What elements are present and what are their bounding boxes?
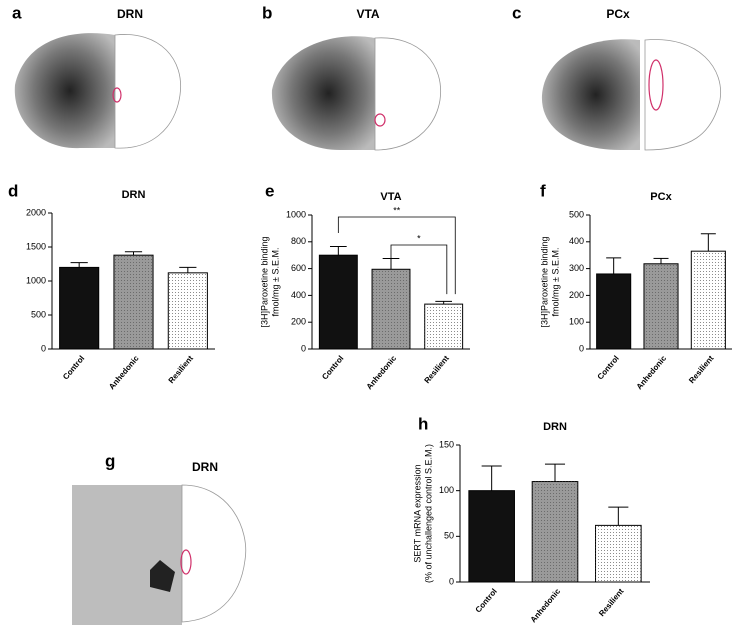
panel-letter: f	[540, 181, 546, 200]
x-tick-label: Control	[474, 587, 499, 615]
y-tick-label: 2000	[26, 207, 46, 217]
y-tick-label: 0	[301, 343, 306, 353]
panel-letter: d	[8, 181, 18, 200]
bar	[113, 254, 154, 350]
y-axis-label: (% of unchallenged control S.E.M.)	[423, 444, 433, 583]
y-tick-label: 300	[569, 263, 584, 273]
y-tick-label: 200	[291, 317, 306, 327]
significance-bracket	[390, 244, 448, 295]
bar	[318, 254, 358, 350]
chart-title: PCx	[650, 191, 672, 203]
panel-title: VTA	[356, 7, 379, 21]
x-tick-label: Resilient	[422, 354, 451, 386]
panel-title: DRN	[192, 460, 218, 474]
x-tick-label: Control	[61, 354, 86, 382]
y-tick-label: 100	[569, 317, 584, 327]
panel-letter: b	[262, 3, 272, 22]
chart-title: VTA	[380, 191, 401, 203]
significance-label: **	[393, 205, 401, 215]
x-tick-label: Resilient	[597, 587, 626, 619]
y-tick-label: 0	[449, 576, 454, 586]
panel-title: DRN	[117, 7, 143, 21]
y-tick-label: 400	[569, 236, 584, 246]
y-tick-label: 1000	[286, 209, 306, 219]
significance-label: *	[417, 233, 421, 243]
bar	[690, 250, 726, 350]
y-tick-label: 150	[439, 439, 454, 449]
y-tick-label: 0	[41, 343, 46, 353]
bar	[596, 273, 632, 350]
brain-image-g	[72, 484, 247, 625]
y-axis-label: fmol/mg ± S.E.M.	[270, 248, 280, 317]
chart-title: DRN	[122, 189, 146, 201]
x-tick-label: Anhedonic	[107, 353, 141, 391]
bar	[468, 490, 515, 583]
bar	[59, 266, 100, 350]
x-tick-label: Anhedonic	[365, 353, 399, 391]
y-tick-label: 800	[291, 236, 306, 246]
y-tick-label: 500	[569, 209, 584, 219]
y-tick-label: 1500	[26, 241, 46, 251]
chart-title: DRN	[543, 421, 567, 433]
y-tick-label: 200	[569, 290, 584, 300]
brain-image-b	[271, 36, 442, 151]
bar	[643, 263, 679, 350]
bar	[424, 303, 464, 350]
panel-title: PCx	[606, 7, 630, 21]
y-tick-label: 600	[291, 263, 306, 273]
y-tick-label: 100	[439, 485, 454, 495]
panel-letter: a	[12, 3, 22, 22]
x-tick-label: Control	[320, 354, 345, 382]
y-axis-label: [3H]Paroxetine binding	[539, 236, 549, 327]
panel-letter: g	[105, 451, 115, 470]
x-tick-label: Anhedonic	[635, 353, 669, 391]
y-tick-label: 50	[444, 531, 454, 541]
y-tick-label: 500	[31, 309, 46, 319]
panel-letter: c	[512, 3, 521, 22]
y-axis-label: [3H]Paroxetine binding	[259, 236, 269, 327]
x-tick-label: Anhedonic	[529, 586, 563, 624]
x-tick-label: Resilient	[167, 354, 196, 386]
x-tick-label: Control	[596, 354, 621, 382]
bar	[371, 268, 411, 350]
y-tick-label: 1000	[26, 275, 46, 285]
brain-image-a	[14, 33, 182, 149]
bar	[595, 524, 642, 583]
panel-letter: h	[418, 414, 428, 433]
panel-letter: e	[265, 181, 274, 200]
x-tick-label: Resilient	[687, 354, 716, 386]
brain-image-c	[541, 39, 722, 151]
y-tick-label: 400	[291, 290, 306, 300]
significance-bracket	[337, 216, 456, 295]
y-tick-label: 0	[579, 343, 584, 353]
y-axis-label: SERT mRNA expression	[412, 464, 422, 562]
bar	[167, 272, 208, 350]
y-axis-label: fmol/mg ± S.E.M.	[550, 248, 560, 317]
bar	[531, 481, 579, 583]
